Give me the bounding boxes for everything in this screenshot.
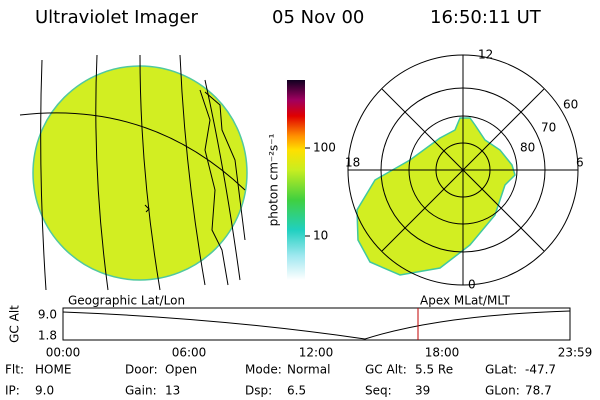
time: 16:50:11 UT	[430, 7, 542, 28]
status-label: Seq:	[365, 384, 392, 398]
status-value: Normal	[287, 363, 330, 377]
status-label: Gain:	[125, 384, 157, 398]
mlt-label: 6	[576, 156, 584, 170]
status-value: 39	[415, 384, 430, 398]
y-tick: 1.8	[38, 329, 57, 343]
status-panel: Flt: HOME Door: Open Mode: Normal GC Alt: 5.5 R…	[5, 363, 556, 398]
colorbar: 100 10 photon cm⁻²s⁻¹	[267, 80, 336, 280]
geo-image	[19, 54, 248, 291]
timeline-title: Apex MLat/MLT	[420, 294, 510, 308]
colorbar-tick: 100	[313, 141, 336, 155]
status-value: 78.7	[525, 384, 552, 398]
status-value: -47.7	[525, 363, 556, 377]
instrument: Ultraviolet Imager	[35, 7, 199, 28]
timeline: Geographic Lat/Lon Apex MLat/MLT GC Alt …	[8, 294, 593, 360]
colorbar-label: photon cm⁻²s⁻¹	[267, 133, 281, 226]
status-value: 6.5	[287, 384, 306, 398]
x-tick: 06:00	[172, 346, 207, 360]
date: 05 Nov 00	[272, 7, 364, 28]
x-tick: 18:00	[425, 346, 460, 360]
mlat-label: 70	[541, 121, 556, 135]
timeline-title: Geographic Lat/Lon	[68, 294, 185, 308]
colorbar-tick: 10	[313, 229, 328, 243]
status-label: Door:	[125, 363, 158, 377]
x-tick: 00:00	[46, 346, 81, 360]
polar-plot: 12 18 6 0 60 70 80	[345, 48, 584, 292]
y-tick: 9.0	[38, 308, 57, 322]
mlt-label: 18	[345, 156, 360, 170]
status-value: HOME	[35, 363, 71, 377]
status-value: Open	[165, 363, 197, 377]
status-label: Dsp:	[245, 384, 272, 398]
mlt-label: 12	[478, 48, 493, 62]
status-label: GLon:	[485, 384, 520, 398]
status-value: 9.0	[35, 384, 54, 398]
mlat-label: 80	[520, 141, 535, 155]
mlat-label: 60	[563, 98, 578, 112]
status-value: 5.5 Re	[415, 363, 453, 377]
status-label: Flt:	[5, 363, 24, 377]
x-tick: 23:59	[558, 346, 593, 360]
mlt-label: 0	[468, 278, 476, 292]
x-tick: 12:00	[299, 346, 334, 360]
status-label: Mode:	[245, 363, 282, 377]
status-label: IP:	[5, 384, 20, 398]
status-value: 13	[165, 384, 180, 398]
status-label: GC Alt:	[365, 363, 407, 377]
y-label: GC Alt	[8, 305, 22, 343]
status-label: GLat:	[485, 363, 517, 377]
